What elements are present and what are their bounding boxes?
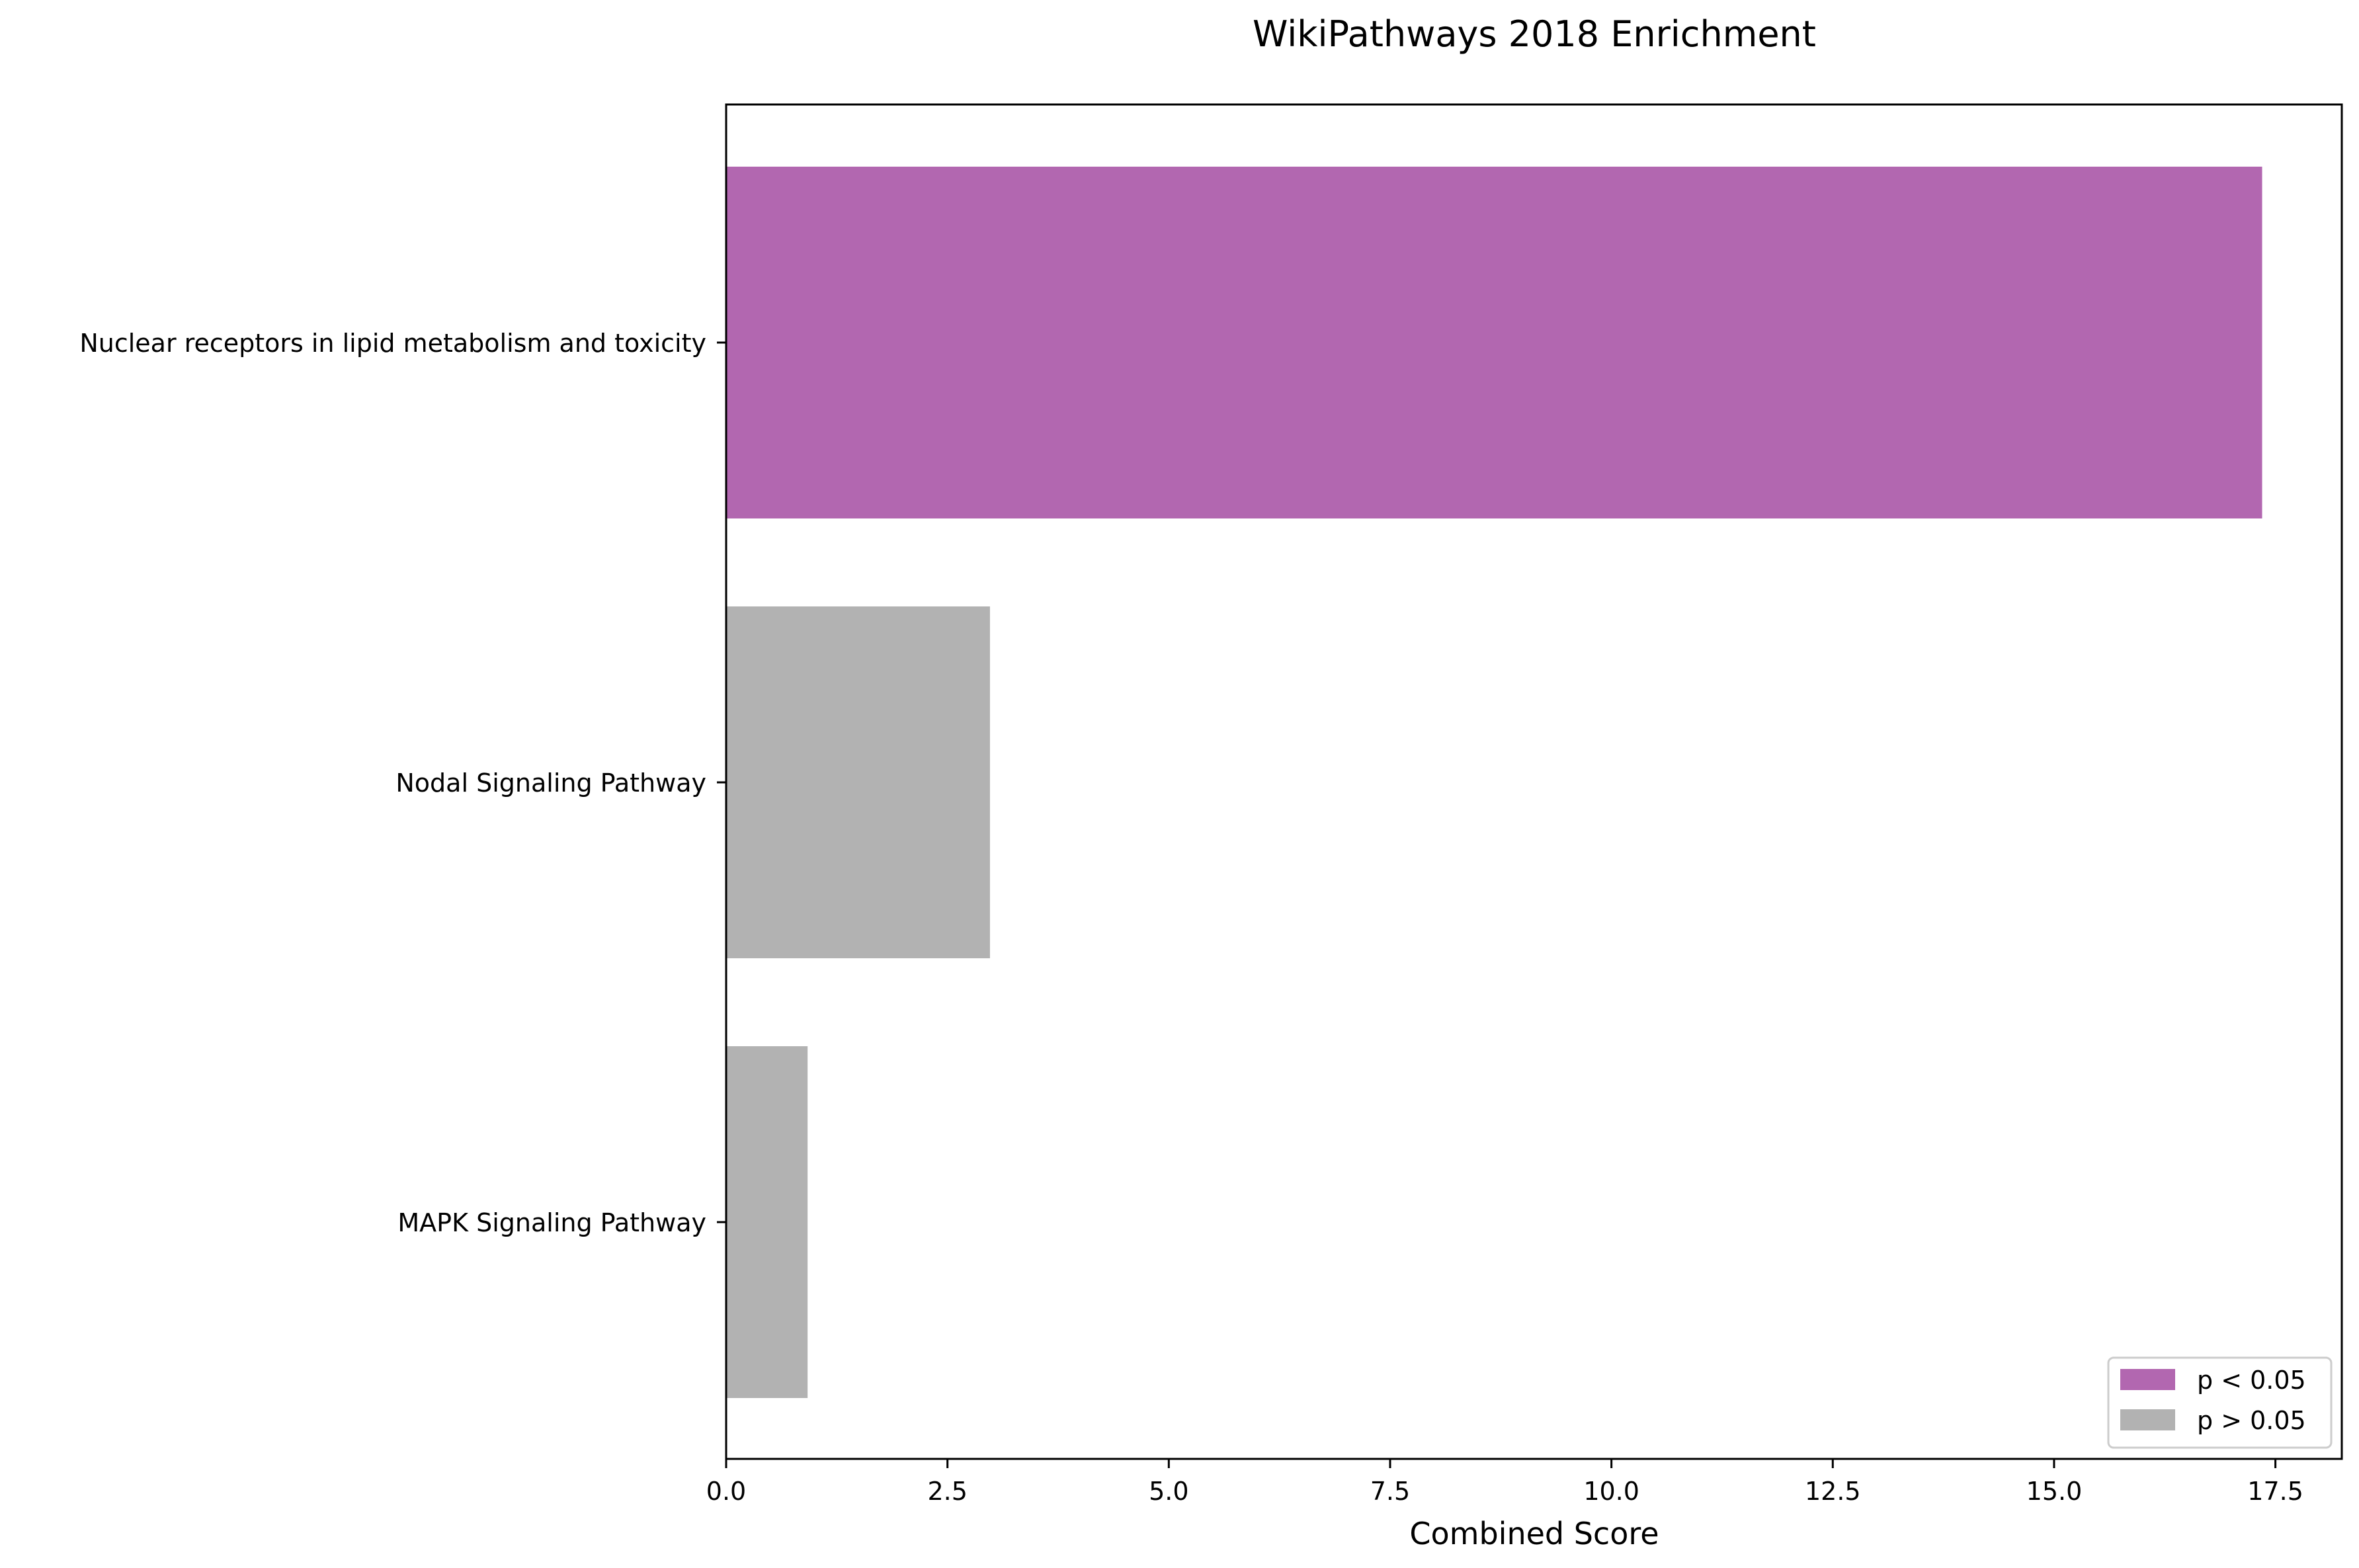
y-tick-label-2: MAPK Signaling Pathway <box>397 1208 706 1237</box>
x-tick-label-5: 12.5 <box>1805 1477 1861 1506</box>
bar-2 <box>726 1046 808 1398</box>
legend-swatch-significant <box>2120 1369 2175 1390</box>
x-tick-label-3: 7.5 <box>1370 1477 1410 1506</box>
y-axis: Nuclear receptors in lipid metabolism an… <box>79 329 726 1237</box>
x-tick-label-6: 15.0 <box>2026 1477 2083 1506</box>
legend: p < 0.05 p > 0.05 <box>2107 1356 2333 1449</box>
x-tick-label-4: 10.0 <box>1583 1477 1639 1506</box>
legend-swatch-not-significant <box>2120 1409 2175 1430</box>
y-tick-label-1: Nodal Signaling Pathway <box>395 768 706 798</box>
y-tick-label-0: Nuclear receptors in lipid metabolism an… <box>79 329 706 358</box>
bars-layer <box>726 167 2262 1398</box>
legend-label-significant: p < 0.05 <box>2197 1366 2306 1395</box>
legend-label-not-significant: p > 0.05 <box>2197 1406 2306 1435</box>
bar-0 <box>726 167 2262 518</box>
bar-1 <box>726 606 990 958</box>
x-tick-label-1: 2.5 <box>927 1477 967 1506</box>
chart-title: WikiPathways 2018 Enrichment <box>1253 13 1816 55</box>
x-tick-label-2: 5.0 <box>1149 1477 1188 1506</box>
x-tick-label-7: 17.5 <box>2247 1477 2303 1506</box>
x-axis: 0.0 2.5 5.0 7.5 10.0 12.5 15.0 17.5 <box>706 1459 2303 1506</box>
x-tick-label-0: 0.0 <box>706 1477 746 1506</box>
x-axis-label: Combined Score <box>1409 1516 1659 1551</box>
